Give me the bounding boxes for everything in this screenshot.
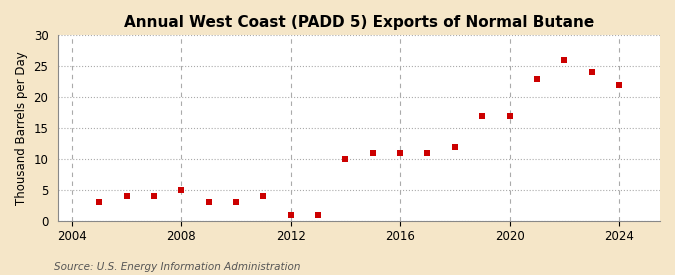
Y-axis label: Thousand Barrels per Day: Thousand Barrels per Day: [15, 51, 28, 205]
Text: Source: U.S. Energy Information Administration: Source: U.S. Energy Information Administ…: [54, 262, 300, 272]
Title: Annual West Coast (PADD 5) Exports of Normal Butane: Annual West Coast (PADD 5) Exports of No…: [124, 15, 594, 30]
